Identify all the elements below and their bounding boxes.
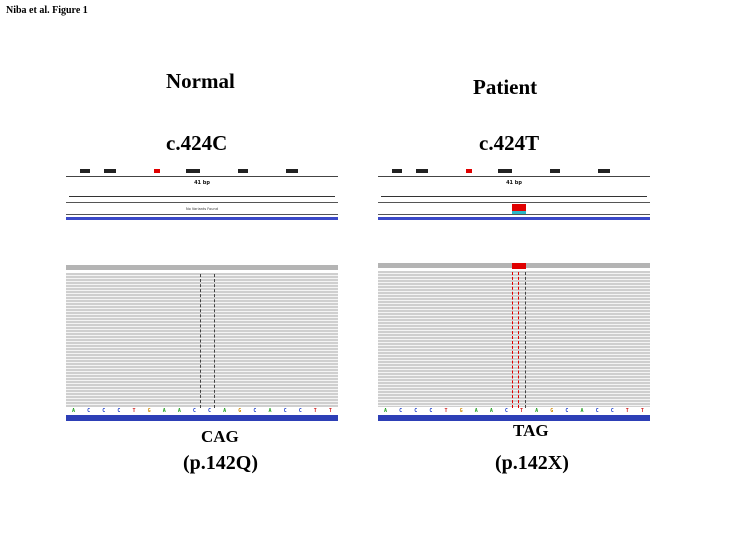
sequence-base: A xyxy=(384,408,388,414)
sequence-base: T xyxy=(520,408,524,414)
sequence-base: C xyxy=(102,408,106,414)
sequence-base: A xyxy=(489,408,493,414)
normal-codon: CAG xyxy=(201,427,239,446)
amino-acid-track xyxy=(66,415,338,421)
sequence-base: C xyxy=(504,408,508,414)
sequence-base: A xyxy=(474,408,478,414)
chromosome-ideogram xyxy=(378,164,650,177)
sequence-base: G xyxy=(459,408,463,414)
normal-igv-panel: 41 bp No Variants Found A C C C T G A A C C A G C A C C… xyxy=(66,164,338,422)
coverage-variant-marker xyxy=(512,263,526,269)
ruler-line xyxy=(381,196,647,197)
sequence-base: C xyxy=(87,408,91,414)
sequence-base: G xyxy=(147,408,151,414)
ruler-line xyxy=(69,196,335,197)
ruler-header: 41 bp xyxy=(506,180,522,186)
sequence-base: A xyxy=(580,408,584,414)
coverage-track xyxy=(66,265,338,270)
sequence-base: C xyxy=(208,408,212,414)
amino-acid-track xyxy=(378,415,650,421)
sequence-base: C xyxy=(414,408,418,414)
sequence-base: T xyxy=(132,408,136,414)
gene-track xyxy=(66,217,338,220)
normal-variant-label: c.424C xyxy=(166,131,228,155)
sequence-base: G xyxy=(550,408,554,414)
sequence-base: C xyxy=(399,408,403,414)
sequence-base: T xyxy=(625,408,629,414)
patient-heading: Patient xyxy=(473,75,538,99)
sequence-base: T xyxy=(640,408,644,414)
sequence-base: A xyxy=(177,408,181,414)
sequence-base: C xyxy=(429,408,433,414)
patient-codon: TAG xyxy=(513,421,549,440)
gene-track xyxy=(378,217,650,220)
read-alignments xyxy=(66,273,338,407)
sequence-base: C xyxy=(192,408,196,414)
no-variants-text: No Variants Found xyxy=(186,207,218,211)
sequence-base: C xyxy=(283,408,287,414)
sequence-base: C xyxy=(298,408,302,414)
read-alignments xyxy=(378,271,650,407)
patient-igv-panel: 41 bp A C C C T G A A C T A G C A C C T T xyxy=(378,164,650,422)
sequence-base: A xyxy=(162,408,166,414)
sequence-base: C xyxy=(565,408,569,414)
sequence-base: T xyxy=(444,408,448,414)
normal-protein: (p.142Q) xyxy=(183,452,258,474)
sequence-base: C xyxy=(253,408,257,414)
sequence-base: G xyxy=(238,408,242,414)
variant-call-marker xyxy=(512,204,526,211)
sequence-base: T xyxy=(313,408,317,414)
chromosome-ideogram xyxy=(66,164,338,177)
sequence-base: A xyxy=(223,408,227,414)
patient-protein: (p.142X) xyxy=(495,452,569,474)
sequence-base: C xyxy=(610,408,614,414)
ruler-header: 41 bp xyxy=(194,180,210,186)
sequence-base: C xyxy=(595,408,599,414)
sequence-base: A xyxy=(72,408,76,414)
sequence-base: A xyxy=(268,408,272,414)
genotype-marker xyxy=(512,211,526,214)
sequence-base: C xyxy=(117,408,121,414)
figure-label: Niba et al. Figure 1 xyxy=(6,5,88,16)
normal-heading: Normal xyxy=(166,69,235,93)
sequence-base: T xyxy=(328,408,332,414)
patient-variant-label: c.424T xyxy=(479,131,540,155)
sequence-base: A xyxy=(535,408,539,414)
